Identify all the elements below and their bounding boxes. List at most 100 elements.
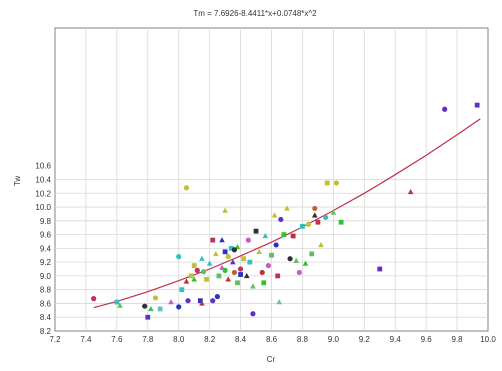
y-axis-label: Tw [13,176,22,186]
x-tick-label: 8.2 [204,335,216,344]
y-tick-label: 9.6 [40,231,52,240]
data-point [114,299,120,305]
data-point [213,250,219,257]
y-tick-label: 10.4 [35,176,51,185]
y-tick-label: 9.4 [40,244,52,253]
x-tick-label: 7.6 [111,335,123,344]
data-point [250,283,256,289]
x-axis-label: Cr [267,355,276,364]
data-point [225,254,231,260]
data-point [222,207,228,213]
data-point [188,273,194,279]
x-tick-label: 8.0 [173,335,185,344]
data-point [183,278,190,284]
x-tick-label: 8.8 [297,335,309,344]
y-tick-label: 8.4 [40,313,52,322]
data-point [338,219,344,225]
data-point [323,214,329,220]
data-points [91,102,480,320]
data-point [312,212,318,218]
y-tick-label: 10.0 [35,203,51,212]
x-tick-labels: 7.2 7.4 7.6 7.8 8.0 8.2 8.4 8.6 8.8 9.0 9.2 9.4 9.6 9… [49,335,496,344]
y-tick-label: 9.2 [40,258,52,267]
data-point [199,255,205,261]
grid [55,28,488,331]
data-point [265,262,272,269]
data-point [222,267,228,273]
data-point [200,269,207,275]
data-point [262,232,269,239]
data-point [312,205,318,212]
data-point [228,245,234,251]
x-tick-label: 7.4 [80,335,92,344]
fit-curve [93,118,481,309]
data-point [185,298,191,304]
data-point [474,102,480,108]
data-point [306,221,312,227]
data-point [250,311,256,317]
y-tick-label: 8.2 [40,327,52,336]
data-point [199,300,205,306]
data-point [407,188,414,195]
data-point [152,295,159,301]
data-point [214,293,220,300]
data-point [333,180,340,186]
data-point [204,276,209,282]
x-tick-label: 8.4 [235,335,247,344]
y-tick-label: 10.6 [35,162,51,171]
x-tick-label: 9.4 [390,335,402,344]
data-point [273,242,279,248]
data-point [302,260,309,266]
data-point [275,273,281,279]
y-tick-labels: 8.2 8.4 8.6 8.8 9.0 9.2 9.4 9.6 9.8 10.0 10.2 10.4 1… [35,162,51,336]
data-point [176,304,182,310]
data-point [442,106,448,112]
data-point [261,280,267,286]
data-point [191,263,197,268]
data-point [176,254,182,260]
x-tick-label: 9.2 [359,335,371,344]
data-point [377,266,383,272]
data-point [241,256,247,262]
data-point [210,237,216,243]
data-point [293,257,300,263]
data-point [318,241,324,248]
data-point [309,251,315,257]
data-point [330,209,337,215]
data-point [142,303,148,309]
data-point [145,314,151,320]
data-point [117,302,123,308]
data-point [194,267,200,273]
data-point [324,180,330,186]
data-point [231,247,237,253]
data-point [296,269,302,276]
data-point [183,185,190,191]
data-point [219,237,225,243]
y-tick-label: 9.0 [40,272,52,281]
data-point [216,273,222,279]
data-point [231,269,237,276]
data-point [245,237,251,243]
data-point [271,212,278,218]
data-point [276,299,283,305]
data-point [230,259,236,265]
data-point [91,296,97,302]
data-point [243,272,250,279]
data-point [287,256,293,262]
y-tick-label: 10.2 [35,189,51,198]
x-tick-label: 10.0 [480,335,496,344]
data-point [300,223,305,229]
data-point [237,266,244,272]
data-point [238,272,243,277]
data-point [247,259,253,265]
x-tick-label: 9.8 [452,335,464,344]
x-tick-label: 9.6 [421,335,433,344]
data-point [148,305,154,312]
x-tick-label: 7.8 [142,335,154,344]
data-point [210,298,216,304]
data-point [290,233,296,239]
data-point [206,260,213,266]
data-point [284,205,290,211]
data-point [235,280,240,286]
